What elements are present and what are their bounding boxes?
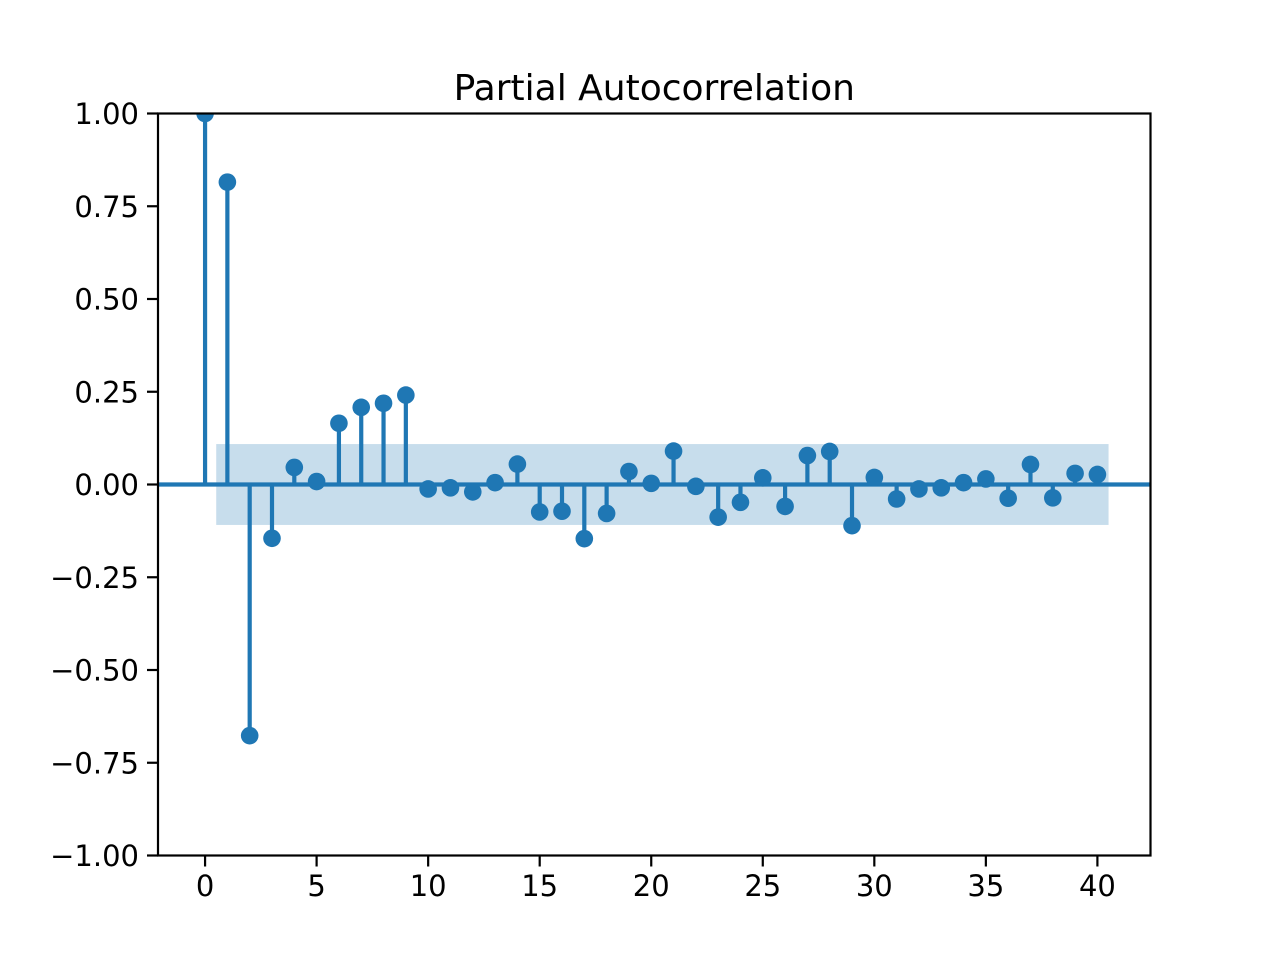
x-tick-label: 10	[410, 869, 447, 903]
stem-marker	[419, 480, 437, 498]
y-tick-label: 1.00	[74, 97, 139, 131]
plot-group	[158, 113, 1151, 745]
stem-marker	[553, 502, 571, 521]
x-tick-label: 25	[744, 869, 781, 903]
stem-marker	[709, 508, 727, 526]
stem-marker	[397, 386, 415, 404]
y-tick-label: −0.50	[50, 654, 139, 688]
stem-marker	[1043, 489, 1062, 507]
stem-marker	[776, 497, 794, 516]
x-tick-label: 40	[1079, 869, 1116, 903]
chart-title: Partial Autocorrelation	[454, 68, 855, 109]
x-tick-label: 15	[521, 869, 558, 903]
y-tick-label: 0.25	[74, 375, 139, 409]
x-tick-label: 0	[196, 869, 214, 903]
stem-marker	[374, 394, 393, 413]
stem-marker	[508, 455, 527, 473]
y-tick-label: −1.00	[50, 839, 139, 873]
stem-marker	[820, 442, 839, 461]
stem-marker	[1088, 465, 1107, 484]
x-tick-label: 35	[967, 869, 1004, 903]
stem-marker	[486, 473, 504, 492]
stem-marker	[999, 489, 1017, 508]
x-tick-label: 30	[856, 869, 893, 903]
y-tick-label: 0.75	[74, 190, 139, 224]
stem-marker	[798, 446, 817, 465]
x-tick-label: 20	[633, 869, 670, 903]
stem-marker	[218, 173, 237, 191]
y-tick-label: −0.75	[50, 746, 139, 780]
stem-marker	[620, 462, 638, 481]
stem-marker	[352, 398, 371, 417]
stem-marker	[263, 529, 281, 548]
stem-marker	[530, 503, 549, 521]
stem-marker	[463, 483, 482, 501]
stem-marker	[865, 468, 884, 487]
stem-marker	[977, 470, 995, 488]
stem-marker	[1021, 455, 1040, 474]
stem-marker	[597, 504, 616, 523]
stem-marker	[642, 474, 661, 493]
stem-marker	[240, 726, 259, 745]
stem-marker	[753, 469, 772, 487]
stem-marker	[910, 480, 928, 498]
stem-marker	[954, 473, 973, 492]
stem-marker	[330, 414, 348, 433]
stem-marker	[731, 493, 750, 512]
stem-marker	[887, 490, 906, 508]
stem-marker	[1066, 464, 1084, 483]
stem-marker	[441, 479, 460, 497]
stem-marker	[285, 458, 304, 477]
y-tick-label: 0.50	[74, 283, 139, 317]
x-tick-label: 5	[307, 869, 325, 903]
stem-marker	[196, 113, 214, 123]
stem-marker	[687, 477, 705, 496]
stem-marker	[932, 479, 951, 497]
stem-marker	[575, 529, 594, 548]
stem-marker	[843, 516, 861, 535]
stem-marker	[664, 442, 683, 460]
y-tick-label: −0.25	[50, 561, 139, 595]
y-tick-label: 0.00	[74, 468, 139, 502]
stem-marker	[307, 472, 326, 491]
